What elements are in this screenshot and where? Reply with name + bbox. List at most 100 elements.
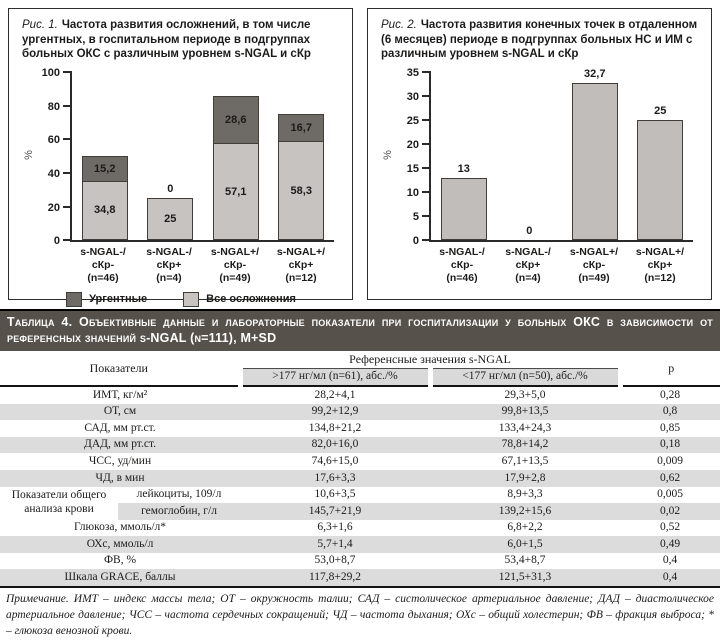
bar-stack: 16,7 58,3 (278, 114, 325, 241)
row-value: 117,8+29,2 (240, 569, 431, 588)
bar-value-label: 0 (526, 225, 533, 238)
table-title-bar: Таблица 4. Объективные данные и лаборато… (0, 309, 720, 351)
y-tick-label: 20 (406, 139, 419, 152)
figures-row: Рис. 1. Частота развития осложнений, в то… (0, 0, 720, 307)
figure-number: Рис. 1. (22, 19, 58, 31)
row-value: 134,8+21,2 (308, 421, 362, 434)
y-tick-label: 35 (406, 67, 419, 80)
row-value: 0,49 (620, 536, 720, 553)
bar-slot: 25 (628, 72, 694, 241)
y-tick (422, 143, 431, 146)
row-value: 133,4+24,3 (498, 421, 552, 434)
bar-segment: 15,2 (81, 156, 128, 182)
bar-segment: 28,6 (212, 96, 259, 145)
bar-value-label: 32,7 (584, 68, 606, 81)
bar-stack: 15,2 34,8 (81, 156, 128, 241)
row-value: 28,2+4,1 (314, 388, 356, 401)
legend-item: Ургентные (66, 291, 148, 307)
figure-title: Частота развития осложнений, в том числе… (22, 19, 311, 61)
chart-plot: % 0 5 10 15 20 25 30 35 13 0 32,7 25 (382, 67, 694, 247)
figure-caption: Рис. 2. Частота развития конечных точек в… (381, 18, 699, 62)
table-header: Показатели Референсные значения s-NGAL р… (0, 350, 720, 388)
figure-panel-1: Рис. 1. Частота развития осложнений, в то… (8, 8, 353, 307)
table-row: ИМТ, кг/м² 28,2+4,1 29,3+5,0 0,28 (0, 386, 720, 404)
bar-slot: 32,7 (562, 68, 628, 241)
header-below-177: <177 нг/мл (n=50), абс./% (427, 368, 623, 388)
row-label: лейкоциты, 109/л (136, 488, 222, 501)
figure-number: Рис. 2. (381, 19, 417, 31)
chart-1-area: % 0 20 40 60 80 100 15,2 34,8 25 0 28,6 57,1 16,7 58,… (23, 67, 334, 284)
row-group-label: Показатели общего анализа крови (0, 486, 118, 520)
row-label: ОТ, см (0, 403, 241, 421)
category-label: s-NGAL+/ сКр- (n=49) (569, 246, 619, 284)
footnote: Примечание. ИМТ – индекс массы тела; ОТ … (6, 592, 714, 637)
row-value: 17,6+3,3 (240, 470, 431, 487)
bar-stack: 25 (147, 198, 194, 241)
row-label: ДАД, мм рт.ст. (0, 436, 241, 454)
bar-slot: 28,6 57,1 (203, 72, 269, 241)
table-row: ОТ, см 99,2+12,9 99,8+13,5 0,8 (0, 403, 720, 421)
y-tick (422, 215, 431, 218)
y-tick (63, 71, 72, 74)
table-row: Глюкоза, ммоль/л* 6,3+1,6 6,8+2,2 0,52 (0, 520, 720, 537)
bar (637, 120, 684, 241)
bar-value-label: 0 (167, 183, 174, 196)
y-tick-label: 100 (41, 67, 60, 80)
row-value: 74,6+15,0 (311, 454, 359, 467)
row-value: 6,8+2,2 (507, 521, 543, 534)
row-label: гемоглобин, г/л (118, 503, 241, 520)
y-axis-label: % (22, 150, 35, 161)
row-label: ЧСС, уд/мин (88, 454, 152, 467)
table-row: Шкала GRACE, баллы 117,8+29,2 121,5+31,3 0,… (0, 569, 720, 588)
row-value: 0,009 (657, 454, 683, 467)
row-value: 0,4 (662, 554, 678, 567)
row-value: 0,62 (620, 470, 720, 487)
bar-slot: 0 (497, 72, 563, 240)
bars: 13 0 32,7 25 (431, 68, 694, 241)
y-tick (63, 205, 72, 208)
row-value: 17,9+2,8 (430, 470, 621, 487)
y-tick-label: 20 (47, 201, 60, 214)
row-label: ФВ, % (103, 554, 137, 567)
legend: Ургентные Все осложнения (22, 291, 340, 307)
row-value: 0,28 (659, 388, 681, 401)
legend-label: Все осложнения (206, 293, 296, 306)
row-value: 53,4+8,7 (504, 554, 546, 567)
y-tick-label: 30 (406, 91, 419, 104)
bar-slot: 25 0 (138, 72, 204, 241)
row-value: 145,7+21,9 (240, 503, 431, 520)
figure-title: Частота развития конечных точек в отдале… (381, 19, 698, 61)
row-value: 0,02 (620, 503, 720, 520)
category-label: s-NGAL-/ сКр- (n=46) (439, 246, 485, 284)
table-body: ИМТ, кг/м² 28,2+4,1 29,3+5,0 0,28 ОТ, см 99,2… (0, 386, 720, 588)
row-value: 121,5+31,3 (430, 569, 621, 588)
y-tick-label: 5 (412, 211, 419, 224)
row-value: 78,8+14,2 (430, 436, 621, 454)
table-row: САД, мм рт.ст. 134,8+21,2 133,4+24,3 0,85 (0, 420, 720, 437)
row-value: 0,8 (620, 403, 720, 421)
bar-slot: 15,2 34,8 (72, 72, 138, 241)
row-value: 10,6+3,5 (314, 488, 356, 501)
row-value: 67,1+13,5 (501, 454, 549, 467)
bar-stack: 28,6 57,1 (212, 96, 259, 241)
legend-label: Ургентные (89, 293, 148, 306)
category-label: s-NGAL+/ сКр+ (n=12) (276, 246, 326, 284)
row-value: 0,18 (620, 436, 720, 454)
bar-segment: 57,1 (212, 144, 259, 241)
bar (440, 177, 487, 241)
y-tick (422, 191, 431, 194)
y-tick (422, 239, 431, 242)
y-tick (63, 239, 72, 242)
table-row: ОХс, ммоль/л 5,7+1,4 6,0+1,5 0,49 (0, 536, 720, 553)
y-tick (422, 71, 431, 74)
row-value: 53,0+8,7 (314, 554, 356, 567)
row-label: САД, мм рт.ст. (84, 421, 156, 434)
y-tick (422, 167, 431, 170)
y-tick-label: 0 (412, 235, 419, 248)
bar-value-label: 25 (654, 105, 667, 118)
row-value: 0,005 (657, 488, 683, 501)
row-label: ИМТ, кг/м² (92, 388, 148, 401)
row-label: ЧД, в мин (0, 470, 241, 487)
category-labels: s-NGAL-/ сКр- (n=46) s-NGAL-/ сКр+ (n=4) s… (429, 246, 693, 284)
figure-caption: Рис. 1. Частота развития осложнений, в то… (22, 18, 340, 62)
